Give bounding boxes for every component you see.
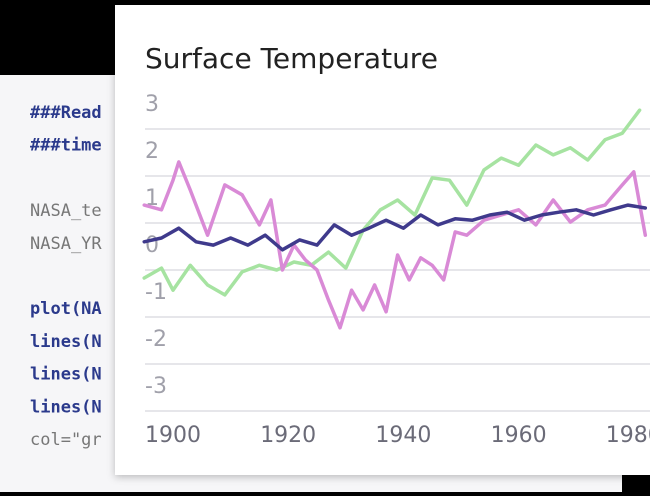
x-tick-label: 1980 <box>606 423 650 448</box>
series-line <box>142 203 648 252</box>
code-line: ###time <box>30 136 102 156</box>
chart: -3-2-1012319001920194019601980 <box>142 92 650 448</box>
code-line: NASA_te <box>30 201 102 221</box>
x-tick-label: 1960 <box>491 423 547 448</box>
x-tick-label: 1940 <box>375 423 431 448</box>
code-line: lines(N <box>30 397 102 417</box>
y-tick-label: -3 <box>145 374 167 399</box>
x-tick-label: 1920 <box>260 423 316 448</box>
y-tick-label: 0 <box>145 233 159 258</box>
y-tick-label: 2 <box>145 139 159 164</box>
code-line: NASA_YR <box>30 234 102 254</box>
plot-area <box>142 108 648 330</box>
x-tick-label: 1900 <box>145 423 201 448</box>
y-tick-label: -2 <box>145 327 167 352</box>
series-line <box>142 160 648 330</box>
code-line: lines(N <box>30 332 102 352</box>
code-line: col="gr <box>30 430 102 450</box>
code-lines: ###Read ###time NASA_te NASA_YR plot(NA lines… <box>30 103 102 450</box>
series-line <box>142 108 642 297</box>
y-tick-label: 3 <box>145 92 159 117</box>
code-line: lines(N <box>30 365 102 385</box>
chart-title: Surface Temperature <box>145 42 438 75</box>
code-line: plot(NA <box>30 299 102 319</box>
code-line: ###Read <box>30 103 102 123</box>
y-tick-label: -1 <box>145 280 167 305</box>
chart-card <box>115 5 650 475</box>
